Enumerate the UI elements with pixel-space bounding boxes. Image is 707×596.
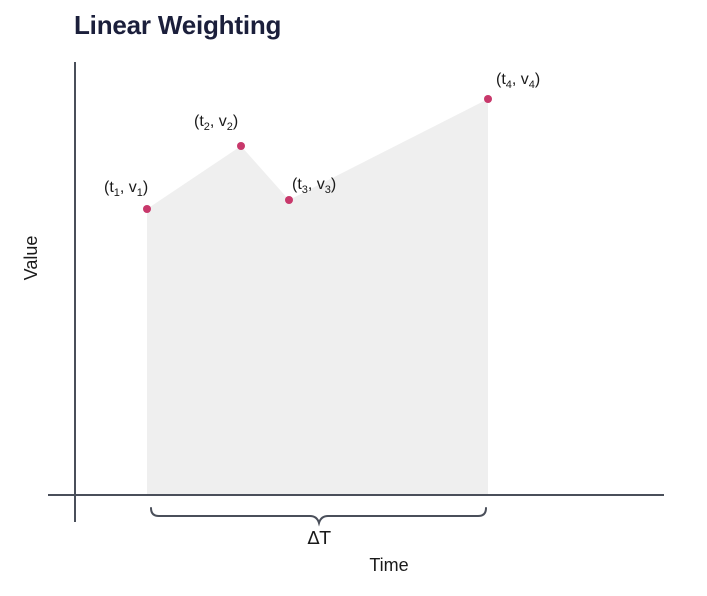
y-axis-label: Value <box>21 236 41 281</box>
point-label-2: (t2, v2) <box>194 113 238 133</box>
x-axis-label: Time <box>369 555 408 575</box>
weighted-area <box>147 99 488 495</box>
data-point-3 <box>285 196 293 204</box>
point-label-4: (t4, v4) <box>496 71 540 91</box>
interval-label: ΔT <box>307 528 331 549</box>
data-point-4 <box>484 95 492 103</box>
point-label-1: (t1, v1) <box>104 179 148 199</box>
data-point-2 <box>237 142 245 150</box>
interval-brace <box>150 507 487 527</box>
data-point-1 <box>143 205 151 213</box>
diagram-title: Linear Weighting <box>74 10 282 40</box>
